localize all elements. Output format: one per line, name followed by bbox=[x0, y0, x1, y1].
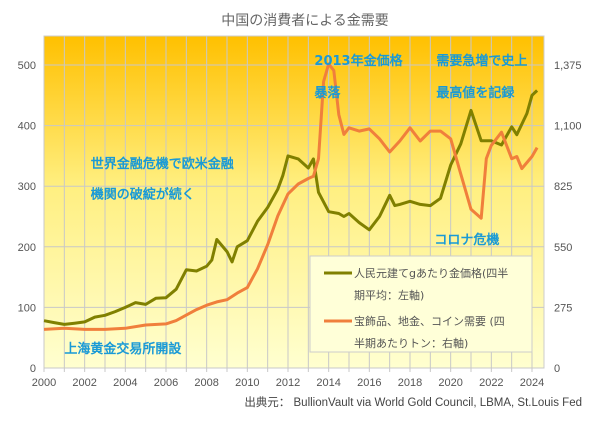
annotation: 2013年金価格 bbox=[314, 53, 403, 69]
x-tick-label: 2024 bbox=[520, 377, 544, 389]
source-note: 出典元： BullionVault via World Gold Council… bbox=[244, 395, 582, 409]
x-tick-label: 2016 bbox=[357, 377, 381, 389]
y-right-tick-label: 1,100 bbox=[554, 121, 582, 133]
x-tick-label: 2012 bbox=[276, 377, 300, 389]
y-right-tick-label: 550 bbox=[554, 242, 572, 254]
x-tick-label: 2018 bbox=[398, 377, 422, 389]
y-right-tick-label: 275 bbox=[554, 302, 572, 314]
x-tick-label: 2006 bbox=[154, 377, 178, 389]
y-right-tick-label: 1,375 bbox=[554, 60, 582, 72]
x-tick-label: 2002 bbox=[72, 377, 96, 389]
y-axis-right: 0 275 550 825 1,100 1,375 bbox=[554, 60, 582, 375]
legend-label-price: 人民元建てgあたり金価格(四半 bbox=[354, 266, 508, 280]
series-line-gold-price bbox=[43, 89, 539, 326]
chart-title: 中国の消費者による金需要 bbox=[221, 13, 389, 29]
x-tick-label: 2010 bbox=[235, 377, 259, 389]
y-axis-left: 0 100 200 300 400 500 bbox=[18, 60, 36, 375]
legend: 人民元建てgあたり金価格(四半 期平均：左軸) 宝飾品、地金、コイン需要 (四 … bbox=[309, 255, 533, 353]
x-tick-label: 2008 bbox=[194, 377, 218, 389]
y-right-tick-label: 0 bbox=[554, 363, 560, 375]
x-tick-label: 2022 bbox=[479, 377, 503, 389]
annotation: 需要急増で史上 bbox=[436, 53, 527, 69]
y-left-tick-label: 300 bbox=[18, 181, 36, 193]
annotation: 最高値を記録 bbox=[436, 85, 515, 101]
x-tick-label: 2020 bbox=[438, 377, 462, 389]
x-tick-label: 2000 bbox=[32, 377, 56, 389]
annotation: 暴落 bbox=[313, 85, 341, 101]
annotation: 世界金融危機で欧米金融 bbox=[91, 156, 234, 172]
series-lines bbox=[43, 62, 539, 331]
y-right-tick-label: 825 bbox=[554, 181, 572, 193]
x-axis: 2000 2002 2004 2006 2008 2010 2012 2014 2016 2018… bbox=[32, 377, 544, 389]
legend-label-price-cont: 期平均：左軸) bbox=[354, 288, 424, 302]
y-left-tick-label: 200 bbox=[18, 242, 36, 254]
series-line-demand bbox=[43, 62, 539, 331]
legend-label-demand-cont: 半期あたりトン：右軸) bbox=[354, 336, 468, 350]
annotation: コロナ危機 bbox=[434, 232, 499, 248]
x-tick-label: 2014 bbox=[316, 377, 340, 389]
y-left-tick-label: 400 bbox=[18, 121, 36, 133]
x-tick-label: 2004 bbox=[113, 377, 137, 389]
y-left-tick-label: 100 bbox=[18, 302, 36, 314]
legend-label-demand: 宝飾品、地金、コイン需要 (四 bbox=[354, 314, 505, 328]
annotation: 機関の破綻が続く bbox=[91, 186, 195, 202]
annotation: 上海黄金交易所開設 bbox=[64, 341, 182, 357]
y-left-tick-label: 500 bbox=[18, 60, 36, 72]
y-left-tick-label: 0 bbox=[30, 363, 36, 375]
